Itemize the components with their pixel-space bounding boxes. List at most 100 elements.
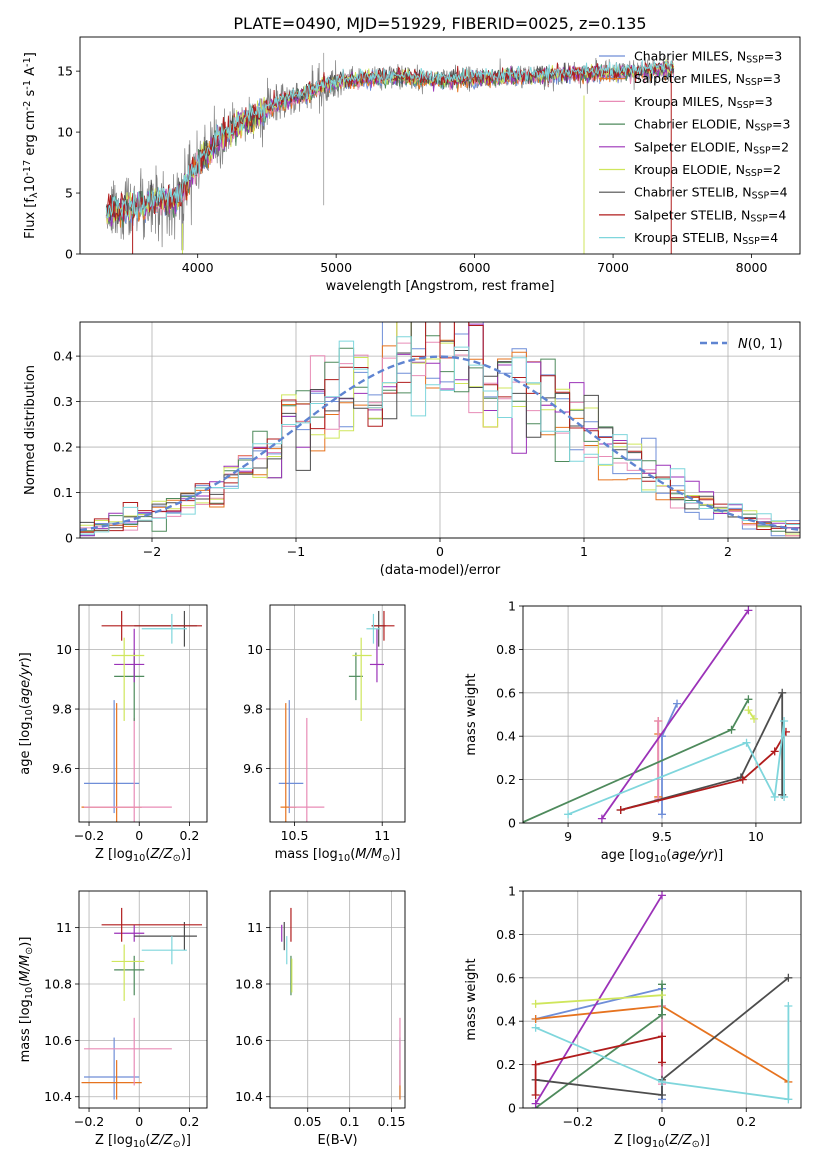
y-axis-label: Flux [fλ10-17 erg cm-2 s-1 A-1] (22, 52, 40, 239)
plot-area (80, 322, 800, 537)
x-tick-label: 0.1 (340, 1114, 360, 1129)
axes-frame (78, 604, 208, 823)
mass-vs-metallicity-panel: −0.2 0 0.2 10.4 10.6 10.8 11 Z [log10(Z/Z⊙)] mas… (18, 890, 208, 1150)
y-tick-label: 9.6 (52, 761, 72, 776)
weight-marker (744, 606, 753, 615)
x-tick-label: 5000 (320, 260, 352, 275)
histogram-8 (80, 336, 800, 535)
y-tick-label: 0 (508, 816, 516, 831)
weight-marker (597, 814, 606, 823)
x-tick-label: 0 (436, 544, 444, 559)
spectrum-legend: Chabrier MILES, NSSP=3 Salpeter MILES, NS… (599, 49, 790, 247)
weight-marker (784, 1002, 793, 1011)
x-tick-label: 10 (748, 829, 764, 844)
weight-line-5 (747, 709, 755, 720)
x-axis-label: age [log10(age/yr)] (601, 848, 724, 865)
age-vs-mass-panel: 10.5 11 9.6 9.8 10 mass [log10(M/M⊙)] (243, 604, 406, 864)
spectrum-panel: 4000 5000 6000 7000 8000 0 5 10 15 wavelength [An… (22, 36, 801, 294)
y-tick-label: 0.4 (496, 1014, 516, 1029)
grid (79, 605, 207, 822)
weight-marker (673, 699, 682, 708)
age-vs-metallicity-panel: −0.2 0 0.2 9.6 9.8 10 Z [log10(Z/Z⊙)] age [log1… (18, 604, 208, 864)
x-tick-label: 1 (580, 544, 588, 559)
x-tick-label: −0.2 (563, 1114, 593, 1129)
weight-marker (531, 1015, 540, 1024)
weight-marker (531, 1099, 540, 1108)
weight-line-6 (620, 692, 784, 811)
weight-line-7 (534, 1035, 663, 1095)
y-tick-label: 15 (57, 64, 73, 79)
axes-frame (78, 890, 208, 1109)
x-tick-label: −0.2 (74, 828, 104, 843)
weight-marker (780, 792, 789, 801)
weight-marker (778, 688, 787, 697)
weight-marker (742, 738, 751, 747)
y-tick-label: 0.8 (496, 927, 516, 942)
weight-marker (658, 1010, 666, 1019)
y-tick-label: 11 (247, 920, 263, 935)
y-tick-label: 11 (56, 920, 72, 935)
legend-label: Salpeter STELIB, NSSP=4 (634, 207, 786, 224)
weight-marker (784, 1095, 793, 1104)
x-axis-label: Z [log10(Z/Z⊙)] (95, 847, 191, 864)
y-tick-label: 0 (65, 531, 73, 546)
weight-line-8 (535, 1006, 790, 1101)
histogram-legend: N(0, 1) (700, 337, 783, 352)
x-tick-label: 0.15 (378, 1114, 406, 1129)
x-axis-label: mass [log10(M/M⊙)] (275, 847, 401, 864)
x-tick-label: −1 (287, 544, 305, 559)
legend-label: Kroupa ELODIE, NSSP=2 (634, 162, 781, 179)
weight-marker (658, 1058, 666, 1067)
plot-area (281, 907, 401, 1100)
y-tick-label: 10.8 (44, 977, 72, 992)
weight-line-5 (535, 994, 663, 1005)
y-tick-label: 0.1 (53, 485, 73, 500)
weight-marker (531, 999, 540, 1008)
y-tick-label: 9.8 (243, 702, 263, 717)
weight-marker (727, 725, 736, 734)
legend-label: Kroupa STELIB, NSSP=4 (634, 230, 778, 247)
y-tick-label: 10.8 (235, 977, 263, 992)
axes-frame (79, 36, 801, 255)
y-tick-label: 0.6 (496, 685, 516, 700)
x-tick-label: 0 (658, 1114, 666, 1129)
weight-marker (658, 1077, 666, 1086)
residual-histogram-panel: −2 −1 0 1 2 0 0.1 0.2 0.3 0.4 (data-model)/error No… (23, 321, 801, 578)
y-axis-label: mass weight (464, 673, 479, 755)
y-tick-label: 0.2 (496, 1057, 516, 1072)
y-tick-label: 9.6 (243, 761, 263, 776)
weight-vs-metallicity-panel: −0.2 0 0.2 0 0.2 0.4 0.6 0.8 1 Z [log10(Z/Z⊙)] mas… (464, 884, 802, 1150)
weight-marker (564, 810, 573, 819)
x-tick-label: 11 (374, 828, 390, 843)
y-axis-label: age [log10(age/yr)] (18, 652, 35, 775)
x-tick-label: 7000 (597, 260, 629, 275)
weight-marker (658, 1090, 666, 1099)
y-tick-label: 10.4 (44, 1089, 72, 1104)
x-tick-label: 0 (135, 1114, 143, 1129)
y-tick-label: 10 (57, 125, 73, 140)
legend-label: Chabrier STELIB, NSSP=4 (634, 185, 788, 202)
weight-line-4 (601, 609, 750, 820)
weight-marker (658, 1032, 666, 1041)
legend-label: Chabrier MILES, NSSP=3 (634, 49, 782, 66)
weight-line-6 (535, 977, 789, 1097)
weight-line-3 (523, 698, 750, 823)
y-tick-label: 1 (508, 884, 516, 899)
weight-marker (616, 805, 625, 814)
legend-label: Salpeter MILES, NSSP=3 (634, 71, 781, 88)
x-tick-label: 6000 (459, 260, 491, 275)
weight-marker (531, 1090, 540, 1099)
y-tick-label: 9.8 (52, 702, 72, 717)
y-tick-label: 10.4 (235, 1089, 263, 1104)
x-tick-label: 9.5 (652, 829, 672, 844)
observed-spectrum (105, 55, 672, 251)
y-tick-label: 0.2 (53, 440, 73, 455)
x-tick-label: 0 (135, 828, 143, 843)
y-tick-label: 0.4 (53, 349, 73, 364)
y-tick-label: 0.8 (496, 642, 516, 657)
y-tick-label: 0.2 (496, 772, 516, 787)
plot-area (105, 52, 675, 254)
x-axis-label: E(B-V) (317, 1133, 357, 1148)
x-tick-label: −0.2 (74, 1114, 104, 1129)
plot-area (81, 610, 202, 822)
